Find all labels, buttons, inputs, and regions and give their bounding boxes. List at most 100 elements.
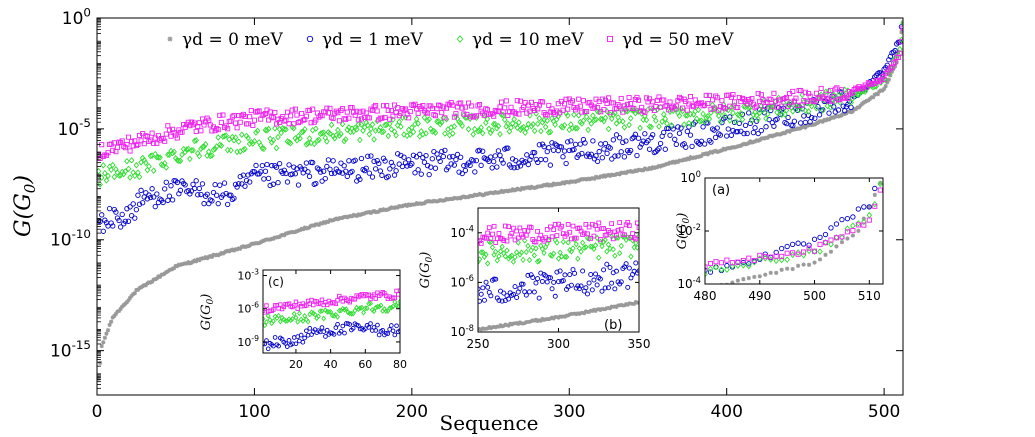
main-point-circle <box>457 154 464 160</box>
main-point-star <box>195 257 200 262</box>
main-point-circle <box>451 162 458 168</box>
inset-b-point-diamond <box>570 245 576 252</box>
main-point-square <box>302 116 308 122</box>
main-point-star <box>334 216 339 221</box>
inset-b-point-diamond <box>580 239 586 246</box>
inset-b-point-diamond <box>562 253 568 260</box>
inset-b-point-circle <box>588 271 594 277</box>
main-point-square <box>837 96 843 102</box>
main-point-square <box>499 99 505 105</box>
main-point-diamond <box>438 119 445 126</box>
main-point-circle <box>763 124 769 130</box>
main-point-diamond <box>637 124 643 132</box>
main-point-square <box>728 94 734 100</box>
main-point-diamond <box>678 105 684 113</box>
main-point-square <box>469 103 475 109</box>
inset-a-point-star <box>850 233 855 238</box>
main-point-star <box>357 213 362 218</box>
main-point-square <box>124 142 130 148</box>
main-point-star <box>553 182 558 187</box>
inset-c-point-diamond <box>277 318 283 325</box>
inset-b-x-tick-label: 350 <box>628 337 651 351</box>
legend-label: γd = 0 meV <box>182 30 283 50</box>
main-point-circle <box>113 209 119 215</box>
inset-c-point-star <box>294 381 298 385</box>
main-point-star <box>686 157 691 162</box>
inset-b-point-diamond <box>612 252 618 259</box>
main-point-diamond <box>547 128 554 136</box>
main-point-circle <box>785 114 791 121</box>
main-point-diamond <box>319 129 325 137</box>
main-point-diamond <box>572 124 579 132</box>
main-point-diamond <box>278 129 284 137</box>
inset-b-point-star <box>485 326 490 331</box>
inset-b-point-diamond <box>617 250 623 257</box>
main-point-square <box>201 122 207 128</box>
inset-b-point-circle <box>557 268 563 274</box>
main-point-diamond <box>668 122 675 129</box>
main-point-star <box>782 131 788 136</box>
main-point-circle <box>132 215 138 221</box>
inset-c-point-star <box>277 390 281 394</box>
main-point-diamond <box>590 112 596 119</box>
main-point-star <box>129 293 134 298</box>
main-point-square <box>456 100 462 106</box>
main-point-star <box>326 219 331 224</box>
main-point-diamond <box>615 113 621 121</box>
main-point-square <box>130 143 136 149</box>
main-point-star <box>549 183 555 188</box>
main-point-circle <box>538 156 544 163</box>
inset-c-label: (c) <box>268 275 284 289</box>
inset-c-point-star <box>344 365 348 369</box>
inset-c-point-diamond <box>364 305 370 312</box>
main-point-diamond <box>646 123 653 130</box>
main-point-square <box>878 77 884 83</box>
main-point-circle <box>324 163 330 170</box>
inset-c-point-circle <box>319 325 325 330</box>
inset-b-point-square <box>517 225 523 231</box>
inset-a-point-square <box>801 249 807 255</box>
main-point-square <box>714 95 720 101</box>
main-point-circle <box>724 133 730 139</box>
inset-b-point-diamond <box>520 256 526 263</box>
main-point-square <box>225 126 231 132</box>
inset-a-point-diamond <box>817 248 823 255</box>
main-point-diamond <box>769 103 776 111</box>
inset-c-x-tick-label: 60 <box>358 358 372 371</box>
main-point-diamond <box>183 146 190 153</box>
main-point-square <box>437 103 443 109</box>
main-point-square <box>793 95 799 101</box>
inset-b-point-diamond <box>633 239 639 247</box>
main-point-square <box>195 123 201 130</box>
inset-c-point-circle <box>331 332 337 337</box>
main-point-circle <box>791 118 798 124</box>
main-point-star <box>745 141 750 146</box>
main-point-circle <box>177 187 184 193</box>
main-point-diamond <box>522 129 528 136</box>
inset-c-point-diamond <box>343 306 349 313</box>
main-point-square <box>758 92 764 98</box>
main-point-square <box>387 116 393 122</box>
main-point-square <box>818 85 824 91</box>
main-point-square <box>284 109 291 115</box>
main-point-diamond <box>190 146 196 154</box>
legend-marker-diamond <box>456 35 464 43</box>
main-point-square <box>678 96 684 102</box>
inset-b-point-square <box>589 221 595 227</box>
inset-c-point-circle <box>392 332 398 338</box>
main-point-square <box>708 106 714 112</box>
inset-b-point-star <box>497 324 501 329</box>
main-point-square <box>771 90 777 96</box>
main-point-circle <box>368 153 374 159</box>
main-point-square <box>346 115 352 121</box>
main-point-diamond <box>616 117 623 125</box>
main-point-diamond <box>585 126 591 134</box>
main-point-square <box>591 104 597 110</box>
main-point-square <box>316 114 322 120</box>
main-point-diamond <box>135 169 141 177</box>
main-point-diamond <box>494 124 500 132</box>
inset-b-point-square <box>565 222 571 227</box>
inset-c-point-circle <box>338 328 344 334</box>
legend-entry: γd = 50 meV <box>606 30 734 50</box>
main-point-square <box>732 99 738 105</box>
